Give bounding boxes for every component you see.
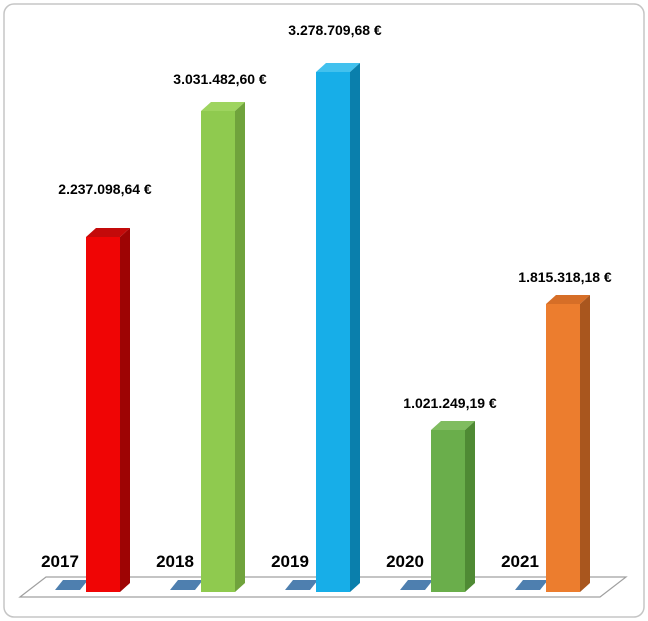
bar-side-2020 [465,421,475,592]
bar-top-2021 [546,295,590,304]
value-label-2018: 3.031.482,60 € [173,71,267,87]
bar-top-2019 [316,63,360,72]
bar-shadow-2019 [285,580,318,590]
value-label-2021: 1.815.318,18 € [518,269,612,285]
category-label-2018: 2018 [156,552,194,571]
value-label-2019: 3.278.709,68 € [288,22,382,38]
frame-border [3,3,645,618]
category-label-2019: 2019 [271,552,309,571]
bar-side-2019 [350,63,360,592]
category-label-2021: 2021 [501,552,539,571]
bar-shadow-2021 [515,580,548,590]
bar-side-2021 [580,295,590,592]
category-label-2020: 2020 [386,552,424,571]
bar-shadow-2018 [170,580,203,590]
bar-side-2017 [120,228,130,592]
value-label-2017: 2.237.098,64 € [58,181,152,197]
bar-top-2020 [431,421,475,430]
bar-front-2018 [201,111,235,592]
bar-top-2018 [201,102,245,111]
bar-top-2017 [86,228,130,237]
bar-front-2021 [546,304,580,592]
bar-side-2018 [235,102,245,592]
category-label-2017: 2017 [41,552,79,571]
bar-front-2019 [316,72,350,592]
bar-front-2020 [431,430,465,592]
bar-shadow-2017 [55,580,88,590]
value-label-2020: 1.021.249,19 € [403,395,497,411]
bar-front-2017 [86,237,120,592]
bar-shadow-2020 [400,580,433,590]
